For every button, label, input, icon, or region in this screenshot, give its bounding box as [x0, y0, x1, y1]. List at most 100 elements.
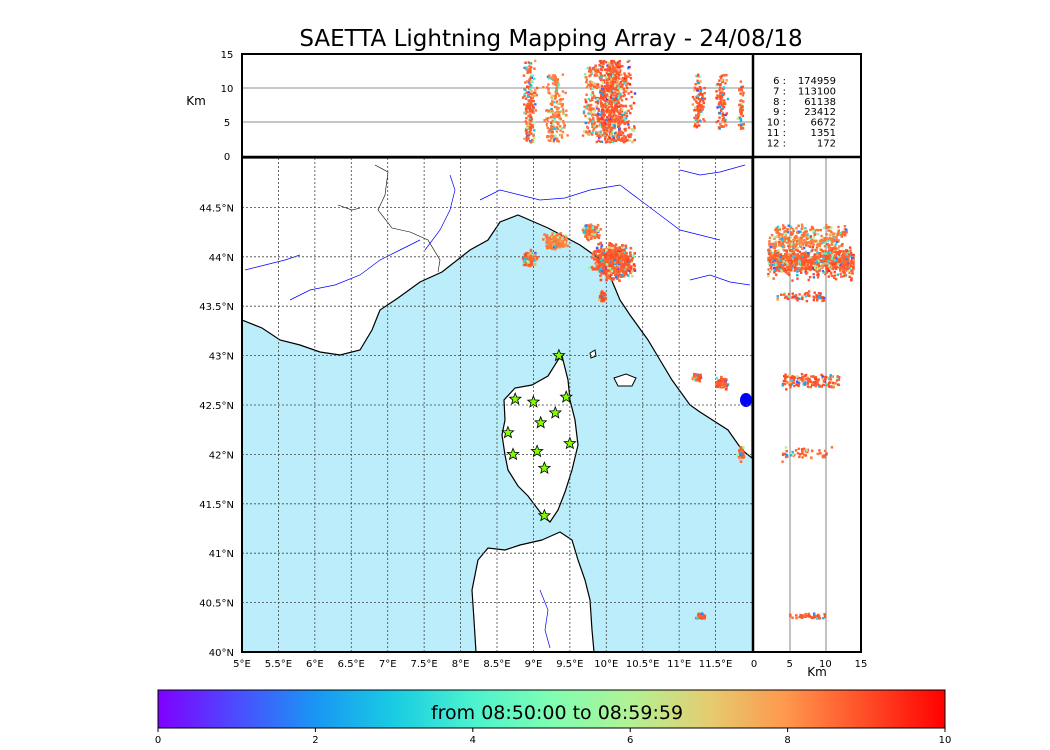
vhf-source-side	[770, 233, 774, 237]
vhf-source-map	[699, 616, 703, 620]
vhf-source-side	[841, 259, 844, 263]
vhf-source-altitude	[597, 108, 600, 111]
vhf-source-altitude	[615, 120, 619, 123]
vhf-source-altitude	[613, 61, 616, 64]
vhf-source-map	[610, 258, 614, 262]
vhf-source-side	[839, 231, 842, 235]
vhf-source-altitude	[627, 134, 630, 137]
vhf-source-altitude	[615, 92, 619, 96]
vhf-source-map	[620, 252, 624, 255]
vhf-source-side	[827, 225, 831, 229]
vhf-source-side	[813, 229, 817, 233]
vhf-source-map	[614, 264, 617, 268]
vhf-source-side	[768, 242, 771, 246]
vhf-source-altitude	[529, 62, 533, 65]
vhf-source-altitude	[596, 99, 600, 103]
vhf-source-altitude	[703, 120, 706, 123]
vhf-source-side	[816, 452, 819, 456]
vhf-source-map	[595, 226, 599, 229]
vhf-source-map	[598, 262, 602, 266]
vhf-source-map	[547, 242, 551, 246]
vhf-source-side	[801, 262, 804, 265]
vhf-source-altitude	[739, 92, 742, 95]
vhf-source-side	[772, 244, 775, 247]
vhf-source-side	[783, 262, 786, 265]
vhf-source-altitude	[587, 97, 591, 101]
vhf-source-altitude	[584, 107, 587, 110]
vhf-source-side	[840, 275, 843, 278]
vhf-source-map	[615, 258, 618, 262]
vhf-source-side	[805, 264, 808, 267]
vhf-source-map	[625, 258, 629, 261]
vhf-source-altitude	[621, 139, 624, 143]
vhf-source-side	[843, 271, 846, 274]
vhf-source-side	[852, 263, 855, 266]
vhf-source-altitude	[599, 99, 602, 103]
vhf-source-altitude	[608, 86, 612, 89]
vhf-source-side	[779, 242, 782, 245]
vhf-source-side	[774, 244, 777, 248]
vhf-source-altitude	[624, 129, 627, 132]
station-star-marker	[563, 436, 577, 450]
vhf-source-side	[792, 295, 795, 298]
vhf-source-side	[827, 259, 830, 262]
vhf-source-side	[769, 249, 772, 253]
vhf-source-altitude	[555, 137, 559, 140]
vhf-source-altitude	[717, 126, 721, 129]
vhf-source-altitude	[699, 80, 702, 83]
vhf-source-altitude	[614, 104, 617, 107]
vhf-source-side	[804, 250, 808, 254]
vhf-source-side	[828, 236, 832, 239]
vhf-source-altitude	[559, 99, 562, 102]
vhf-source-altitude	[738, 99, 742, 103]
vhf-source-map	[533, 262, 537, 266]
vhf-source-side	[803, 259, 806, 262]
vhf-source-altitude	[695, 126, 699, 129]
vhf-source-side	[822, 239, 825, 243]
vhf-source-altitude	[614, 83, 617, 86]
vhf-source-side	[812, 616, 815, 620]
map-panel: 5°E 5.5°E 6°E 6.5°E 7°E 7.5°E 8°E 8.5°E 9°E 9.5°E…	[199, 158, 752, 670]
vhf-source-map	[553, 239, 556, 243]
vhf-source-side	[784, 379, 787, 383]
vhf-source-altitude	[621, 119, 625, 123]
vhf-source-map	[556, 233, 560, 236]
vhf-source-altitude	[615, 73, 618, 76]
vhf-source-altitude	[550, 94, 553, 98]
vhf-source-altitude	[608, 109, 612, 112]
vhf-source-side	[782, 379, 786, 383]
vhf-source-side	[836, 273, 840, 276]
vhf-source-side	[827, 229, 830, 232]
vhf-source-map	[595, 268, 599, 271]
vhf-source-altitude	[719, 75, 722, 79]
vhf-source-side	[778, 238, 781, 241]
vhf-source-side	[846, 263, 850, 266]
vhf-source-altitude	[552, 140, 555, 143]
vhf-source-altitude	[615, 117, 618, 120]
vhf-source-altitude	[612, 70, 616, 73]
vhf-source-altitude	[562, 110, 565, 113]
vhf-source-map	[596, 229, 599, 233]
vhf-source-altitude	[531, 123, 534, 127]
vhf-source-side	[774, 242, 778, 246]
vhf-source-altitude	[561, 108, 565, 111]
vhf-source-side	[790, 379, 793, 382]
vhf-source-altitude	[595, 131, 598, 134]
vhf-source-map	[602, 251, 606, 254]
vhf-source-side	[848, 246, 852, 249]
vhf-source-altitude	[617, 86, 620, 89]
vhf-source-side	[795, 267, 798, 270]
vhf-source-altitude	[612, 111, 616, 115]
vhf-source-side	[836, 383, 840, 386]
vhf-source-side	[780, 257, 783, 260]
vhf-source-altitude	[622, 87, 626, 90]
vhf-source-altitude	[533, 129, 536, 132]
vhf-source-side	[784, 377, 787, 380]
vhf-source-side	[826, 257, 829, 260]
vhf-source-map	[620, 245, 623, 249]
vhf-source-altitude	[698, 124, 701, 127]
vhf-source-side	[772, 277, 775, 280]
vhf-source-altitude	[697, 114, 700, 117]
vhf-source-map	[593, 256, 597, 260]
vhf-source-side	[780, 237, 783, 240]
